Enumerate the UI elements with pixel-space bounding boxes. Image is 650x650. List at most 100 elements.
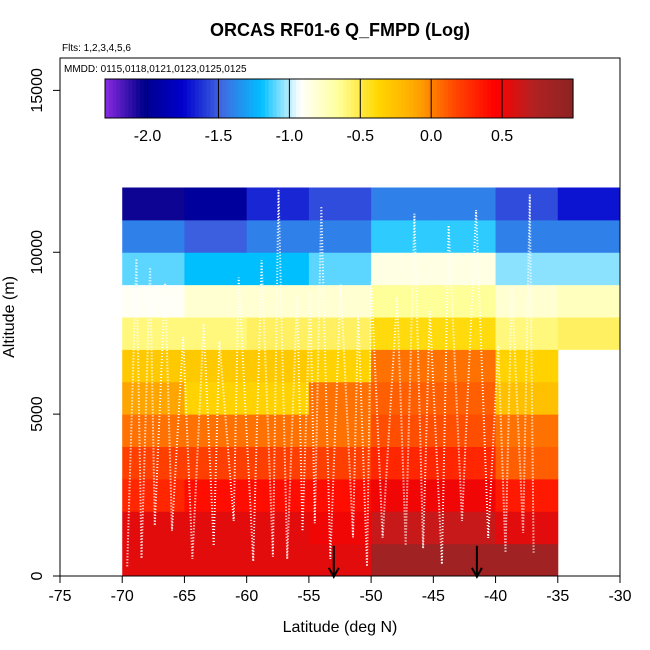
x-tick-label: -55 (297, 588, 320, 605)
colorbar-swatch (444, 79, 449, 118)
colorbar-swatch (198, 79, 204, 118)
heatmap-cell (557, 317, 621, 350)
arrow-markers (327, 545, 483, 579)
colorbar-swatch (397, 79, 402, 118)
heatmap-cell (184, 381, 248, 415)
colorbar-swatch (553, 79, 558, 118)
heatmap-cell (557, 252, 621, 286)
colorbar-swatch (366, 79, 371, 118)
colorbar-border (104, 78, 574, 119)
y-tick-label: 0 (29, 571, 46, 580)
heatmap-cell (557, 219, 621, 253)
colorbar-swatch (339, 79, 344, 118)
colorbar-swatch (342, 79, 348, 118)
colorbar-swatch (307, 79, 313, 118)
heatmap-cell (184, 511, 248, 545)
colorbar-swatch (432, 79, 438, 118)
heatmap-cell (184, 317, 248, 350)
colorbar-swatch (335, 79, 340, 118)
colorbar-tick-label: -1.0 (276, 128, 304, 145)
colorbar-swatch (128, 79, 133, 118)
heatmap-cell (308, 187, 372, 221)
heatmap-cell (184, 252, 248, 286)
colorbar-swatch (159, 79, 165, 118)
colorbar-swatch (276, 79, 282, 118)
colorbar-swatch (272, 79, 278, 118)
x-tick-label: -50 (360, 588, 383, 605)
colorbar-swatch (526, 79, 531, 118)
colorbar-swatch (370, 79, 375, 118)
heatmap-cell (495, 219, 559, 253)
colorbar-swatch (405, 79, 410, 118)
colorbar-swatch (545, 79, 551, 118)
heatmap-cell (371, 219, 434, 253)
heatmap-cell (433, 414, 497, 447)
colorbar-swatch (194, 79, 200, 118)
heatmap-cell (433, 187, 497, 221)
colorbar-swatch (190, 79, 196, 118)
heatmap-cell (433, 317, 497, 350)
colorbar-swatch (303, 79, 309, 118)
colorbar-swatch (350, 79, 356, 118)
colorbar-swatch (420, 79, 426, 118)
x-tick-label: -65 (173, 588, 196, 605)
heatmap-cell (184, 284, 248, 318)
colorbar-swatch (514, 79, 519, 118)
x-tick-label: -30 (608, 588, 631, 605)
heatmap-cell (122, 317, 185, 350)
colorbar-swatch (534, 79, 539, 118)
heatmap-cell (495, 187, 559, 221)
colorbar-swatch (245, 79, 250, 118)
colorbar-swatch (319, 79, 324, 118)
colorbar-swatch (549, 79, 555, 118)
colorbar-swatch (459, 79, 465, 118)
colorbar-swatch (498, 79, 504, 118)
colorbar-swatch (300, 79, 305, 118)
y-tick-label: 10000 (29, 230, 46, 275)
colorbar-swatch (151, 79, 157, 118)
colorbar-swatch (233, 79, 239, 118)
colorbar-swatch (268, 79, 274, 118)
colorbar-swatch (463, 79, 469, 118)
colorbar-swatch (393, 79, 399, 118)
colorbar-swatch (456, 79, 461, 118)
heatmap-cell (371, 381, 434, 415)
colorbar-swatch (557, 79, 562, 118)
heatmap-cell (371, 252, 434, 286)
heatmap-cell (557, 187, 621, 221)
colorbar-swatch (284, 79, 289, 118)
colorbar-swatch (175, 79, 180, 118)
heatmap-cell (433, 219, 497, 253)
heatmap-cell (184, 543, 248, 577)
x-tick-label: -35 (546, 588, 569, 605)
colorbar-swatch (280, 79, 285, 118)
colorbar-swatch (214, 79, 219, 118)
colorbar-swatch (253, 79, 258, 118)
colorbar-swatch (409, 79, 414, 118)
heatmap-cell (557, 284, 621, 318)
heatmap-cell (433, 543, 497, 577)
colorbar-swatch (105, 79, 110, 118)
heatmap-cell (308, 543, 372, 577)
heatmap-cells (122, 187, 621, 577)
colorbar-swatch (385, 79, 391, 118)
colorbar-swatch (483, 79, 488, 118)
colorbar-swatch (241, 79, 246, 118)
colorbar-swatch (413, 79, 418, 118)
colorbar-swatch (218, 79, 223, 118)
colorbar-tick-label: -1.5 (205, 128, 233, 145)
heatmap-cell (371, 414, 434, 447)
heatmap-cell (308, 478, 372, 512)
colorbar-swatch (116, 79, 122, 118)
colorbar-swatch (296, 79, 301, 118)
colorbar-swatch (502, 79, 508, 118)
colorbar-tick-label: 0.5 (491, 128, 513, 145)
colorbar-ticks: -2.0 -1.5 -1.0 -0.5 0.0 0.5 (134, 79, 513, 145)
colorbar-swatch (222, 79, 227, 118)
colorbar-swatch (378, 79, 383, 118)
arrow-marker-head (471, 567, 483, 579)
heatmap-cell (246, 478, 310, 512)
heatmap-cell (495, 252, 559, 286)
colorbar-swatch (202, 79, 207, 118)
